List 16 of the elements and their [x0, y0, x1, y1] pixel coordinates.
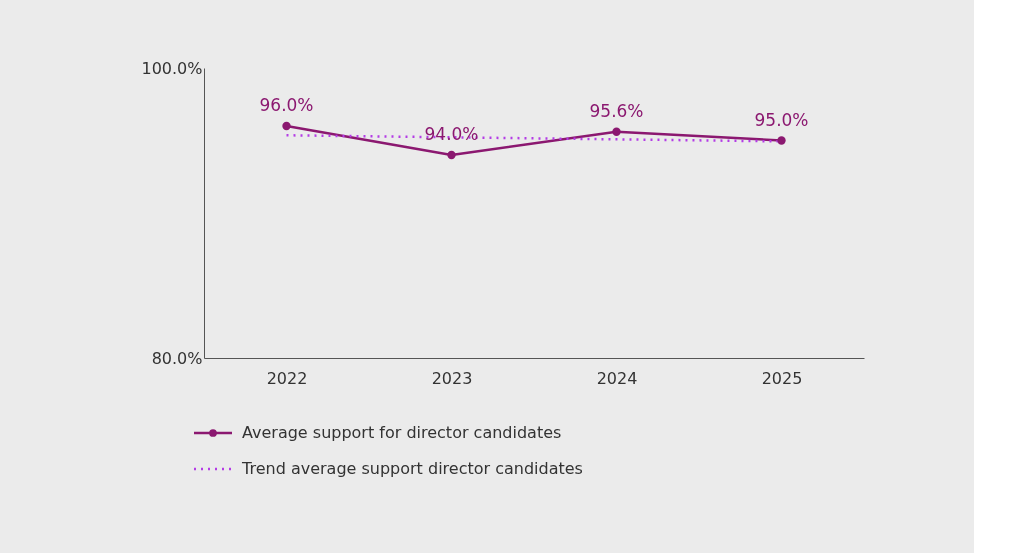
point — [447, 150, 456, 160]
x-tick-label: 2024 — [596, 368, 638, 388]
x-tick-label: 2023 — [431, 368, 473, 388]
y-tick-label: 80.0% — [151, 348, 203, 368]
x-tick-label: 2022 — [266, 368, 308, 388]
legend-label: Average support for director candidates — [242, 423, 562, 442]
x-tick-label: 2025 — [761, 368, 803, 388]
data-label: 94.0% — [424, 124, 479, 144]
data-label: 95.0% — [754, 109, 809, 130]
data-label: 95.6% — [589, 100, 644, 121]
data-label: 96.0% — [259, 95, 314, 115]
point — [612, 127, 621, 136]
point — [282, 121, 291, 131]
y-tick-label: 100.0% — [141, 58, 203, 78]
point — [777, 136, 786, 145]
legend-label: Trend average support director candidates — [241, 459, 583, 478]
